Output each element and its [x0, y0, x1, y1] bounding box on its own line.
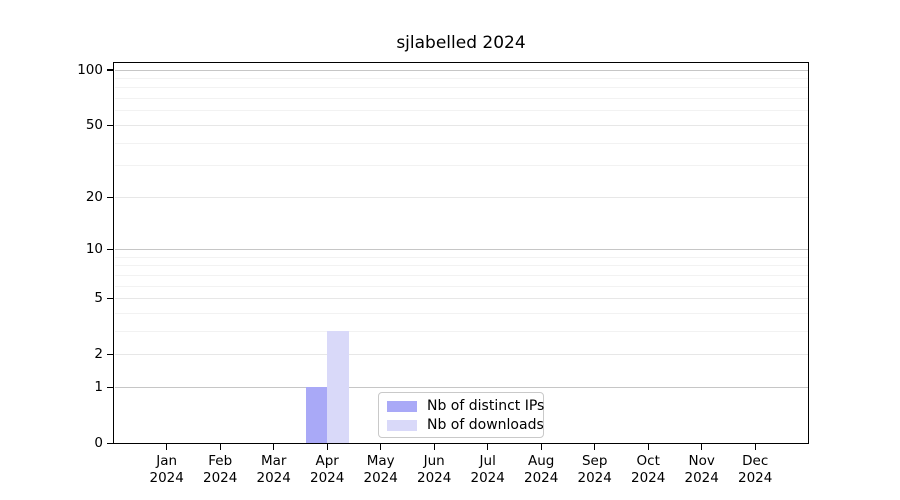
- gridline-y-4: [114, 312, 809, 314]
- x-tick-label-jan: Jan 2024: [139, 453, 195, 487]
- x-tick-label-sep: Sep 2024: [567, 453, 623, 487]
- x-tick-year: 2024: [470, 469, 505, 486]
- x-tick-sep: [594, 443, 596, 450]
- x-tick-month: Jan: [156, 452, 178, 469]
- y-tick-label-2: 2: [94, 346, 103, 363]
- x-tick-month: Jul: [479, 452, 496, 469]
- x-tick-year: 2024: [203, 469, 238, 486]
- y-tick-label-10: 10: [85, 240, 103, 257]
- x-tick-feb: [219, 443, 221, 450]
- y-tick-100: [107, 69, 114, 71]
- legend-label-nb-of-downloads: Nb of downloads: [427, 417, 544, 433]
- x-tick-label-jun: Jun 2024: [406, 453, 462, 487]
- legend-swatch-nb-of-distinct-ips: [387, 401, 417, 412]
- x-tick-oct: [647, 443, 649, 450]
- x-tick-label-mar: Mar 2024: [246, 453, 302, 487]
- x-tick-month: Aug: [528, 452, 555, 469]
- x-tick-label-jul: Jul 2024: [460, 453, 516, 487]
- gridline-y-30: [114, 165, 809, 167]
- legend-label-nb-of-distinct-ips: Nb of distinct IPs: [427, 398, 545, 414]
- y-tick-label-0: 0: [94, 435, 103, 451]
- gridline-y-6: [114, 285, 809, 287]
- bar-nb-of-distinct-ips-apr: [305, 387, 328, 444]
- x-tick-year: 2024: [738, 469, 773, 486]
- x-tick-month: Jun: [423, 452, 445, 469]
- x-tick-month: Mar: [260, 452, 287, 469]
- gridline-y-10: [114, 248, 809, 250]
- x-tick-month: Nov: [688, 452, 715, 469]
- y-tick-label-50: 50: [85, 116, 103, 133]
- x-tick-mar: [273, 443, 275, 450]
- x-tick-label-apr: Apr 2024: [299, 453, 355, 487]
- x-tick-year: 2024: [684, 469, 719, 486]
- x-tick-label-oct: Oct 2024: [620, 453, 676, 487]
- gridline-y-8: [114, 265, 809, 267]
- gridline-y-20: [114, 196, 809, 198]
- gridline-y-3: [114, 330, 809, 332]
- y-tick-label-1: 1: [94, 378, 103, 395]
- gridline-y-80: [114, 87, 809, 89]
- legend: Nb of distinct IPs Nb of downloads: [378, 392, 544, 438]
- gridline-y-90: [114, 78, 809, 80]
- x-tick-year: 2024: [149, 469, 184, 486]
- x-tick-month: Sep: [581, 452, 608, 469]
- x-tick-year: 2024: [524, 469, 559, 486]
- y-tick-0: [107, 442, 114, 445]
- x-tick-month: Oct: [636, 452, 660, 469]
- legend-swatch-nb-of-downloads: [387, 420, 417, 431]
- x-tick-aug: [540, 443, 542, 450]
- x-tick-year: 2024: [631, 469, 666, 486]
- x-tick-label-may: May 2024: [353, 453, 409, 487]
- gridline-y-2: [114, 354, 809, 356]
- x-tick-month: May: [366, 452, 395, 469]
- gridline-y-1: [114, 386, 809, 388]
- x-tick-may: [380, 443, 382, 450]
- y-tick-10: [107, 248, 114, 251]
- bar-nb-of-downloads-apr: [327, 331, 349, 444]
- y-tick-1: [107, 386, 114, 389]
- gridline-y-9: [114, 256, 809, 258]
- y-tick-5: [107, 297, 114, 300]
- x-tick-year: 2024: [310, 469, 345, 486]
- x-tick-month: Dec: [742, 452, 769, 469]
- gridline-y-40: [114, 142, 809, 144]
- x-tick-jun: [433, 443, 435, 450]
- x-tick-dec: [754, 443, 756, 450]
- gridline-y-60: [114, 110, 809, 112]
- x-tick-year: 2024: [417, 469, 452, 486]
- gridline-y-100: [114, 69, 809, 71]
- y-tick-label-100: 100: [77, 61, 103, 78]
- gridline-y-70: [114, 98, 809, 100]
- x-tick-apr: [326, 443, 328, 450]
- legend-row-nb-of-distinct-ips: Nb of distinct IPs: [387, 397, 545, 416]
- x-tick-label-feb: Feb 2024: [192, 453, 248, 487]
- x-tick-label-nov: Nov 2024: [674, 453, 730, 487]
- x-tick-year: 2024: [363, 469, 398, 486]
- x-tick-label-aug: Aug 2024: [513, 453, 569, 487]
- x-tick-jul: [487, 443, 489, 450]
- y-tick-50: [107, 124, 114, 127]
- gridline-y-7: [114, 274, 809, 276]
- x-tick-label-dec: Dec 2024: [727, 453, 783, 487]
- x-tick-year: 2024: [577, 469, 612, 486]
- y-tick-20: [107, 196, 114, 198]
- gridline-y-5: [114, 298, 809, 300]
- x-tick-year: 2024: [256, 469, 291, 486]
- x-tick-nov: [701, 443, 703, 450]
- x-tick-month: Feb: [208, 452, 233, 469]
- x-tick-month: Apr: [315, 452, 339, 469]
- y-tick-2: [107, 353, 114, 356]
- y-tick-label-5: 5: [94, 290, 103, 307]
- gridline-y-50: [114, 124, 809, 126]
- y-tick-label-20: 20: [85, 188, 103, 205]
- chart-title: sjlabelled 2024: [396, 33, 526, 53]
- x-tick-jan: [166, 443, 168, 450]
- legend-row-nb-of-downloads: Nb of downloads: [387, 416, 544, 435]
